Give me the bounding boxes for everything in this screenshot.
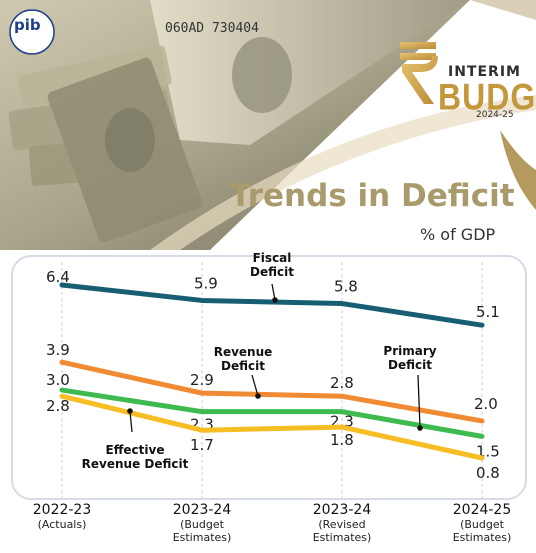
leader-dot-0 bbox=[272, 297, 278, 303]
x-tick-label: 2023-24 bbox=[313, 502, 372, 518]
data-label: 5.8 bbox=[334, 278, 358, 296]
series-label: Revenue Deficit bbox=[82, 457, 189, 471]
series-line-2 bbox=[59, 387, 485, 439]
chart-title: Trends in Deficit bbox=[230, 178, 515, 214]
x-tick-sublabel: (Actuals) bbox=[38, 518, 87, 531]
leader-line-3 bbox=[129, 410, 133, 433]
data-label: 5.9 bbox=[194, 274, 218, 292]
data-label: 2.9 bbox=[190, 371, 214, 389]
series-label: Effective bbox=[106, 443, 165, 457]
series-label: Fiscal bbox=[253, 251, 292, 265]
leader-line-2 bbox=[417, 374, 421, 429]
x-tick-label: 2024-25 bbox=[453, 502, 512, 518]
data-label: 3.9 bbox=[46, 341, 70, 359]
brand-year: 2024-25 bbox=[476, 110, 514, 120]
x-tick-label: 2023-24 bbox=[173, 502, 232, 518]
data-label: 0.8 bbox=[476, 464, 500, 482]
leader-line-1 bbox=[251, 374, 259, 397]
chart-frame bbox=[11, 255, 527, 500]
data-label: 2.8 bbox=[330, 374, 354, 392]
series-line-0 bbox=[59, 282, 485, 328]
svg-text:060AD 730404: 060AD 730404 bbox=[165, 21, 259, 36]
data-label: 6.4 bbox=[46, 268, 70, 286]
data-label: 5.1 bbox=[476, 303, 500, 321]
data-label: 2.0 bbox=[474, 395, 498, 413]
x-tick-sublabel: Estimates) bbox=[173, 531, 232, 544]
leader-dot-1 bbox=[255, 393, 261, 399]
pib-logo: pib bbox=[14, 16, 41, 34]
series-line-3 bbox=[59, 393, 485, 461]
series-line-1 bbox=[59, 359, 485, 424]
data-label: 2.8 bbox=[46, 397, 70, 415]
x-tick-sublabel: Estimates) bbox=[313, 531, 372, 544]
data-label: 1.7 bbox=[190, 436, 214, 454]
x-tick-sublabel: Estimates) bbox=[453, 531, 512, 544]
leader-dot-2 bbox=[417, 425, 423, 431]
leader-dot-3 bbox=[127, 408, 133, 414]
brand-budget: BUDGET bbox=[438, 76, 536, 118]
data-label: 3.0 bbox=[46, 371, 70, 389]
series-label: Deficit bbox=[221, 359, 265, 373]
x-tick-sublabel: (Budget bbox=[180, 518, 225, 531]
data-label: 1.8 bbox=[330, 431, 354, 449]
series-label: Revenue bbox=[214, 345, 273, 359]
x-tick-sublabel: (Budget bbox=[460, 518, 505, 531]
series-label: Primary bbox=[383, 344, 436, 358]
series-label: Deficit bbox=[250, 265, 294, 279]
series-label: Deficit bbox=[388, 358, 432, 372]
chart-subtitle: % of GDP bbox=[420, 225, 496, 244]
x-tick-sublabel: (Revised bbox=[318, 518, 365, 531]
brand-interim: INTERIM bbox=[448, 64, 521, 80]
x-tick-label: 2022-23 bbox=[33, 502, 92, 518]
